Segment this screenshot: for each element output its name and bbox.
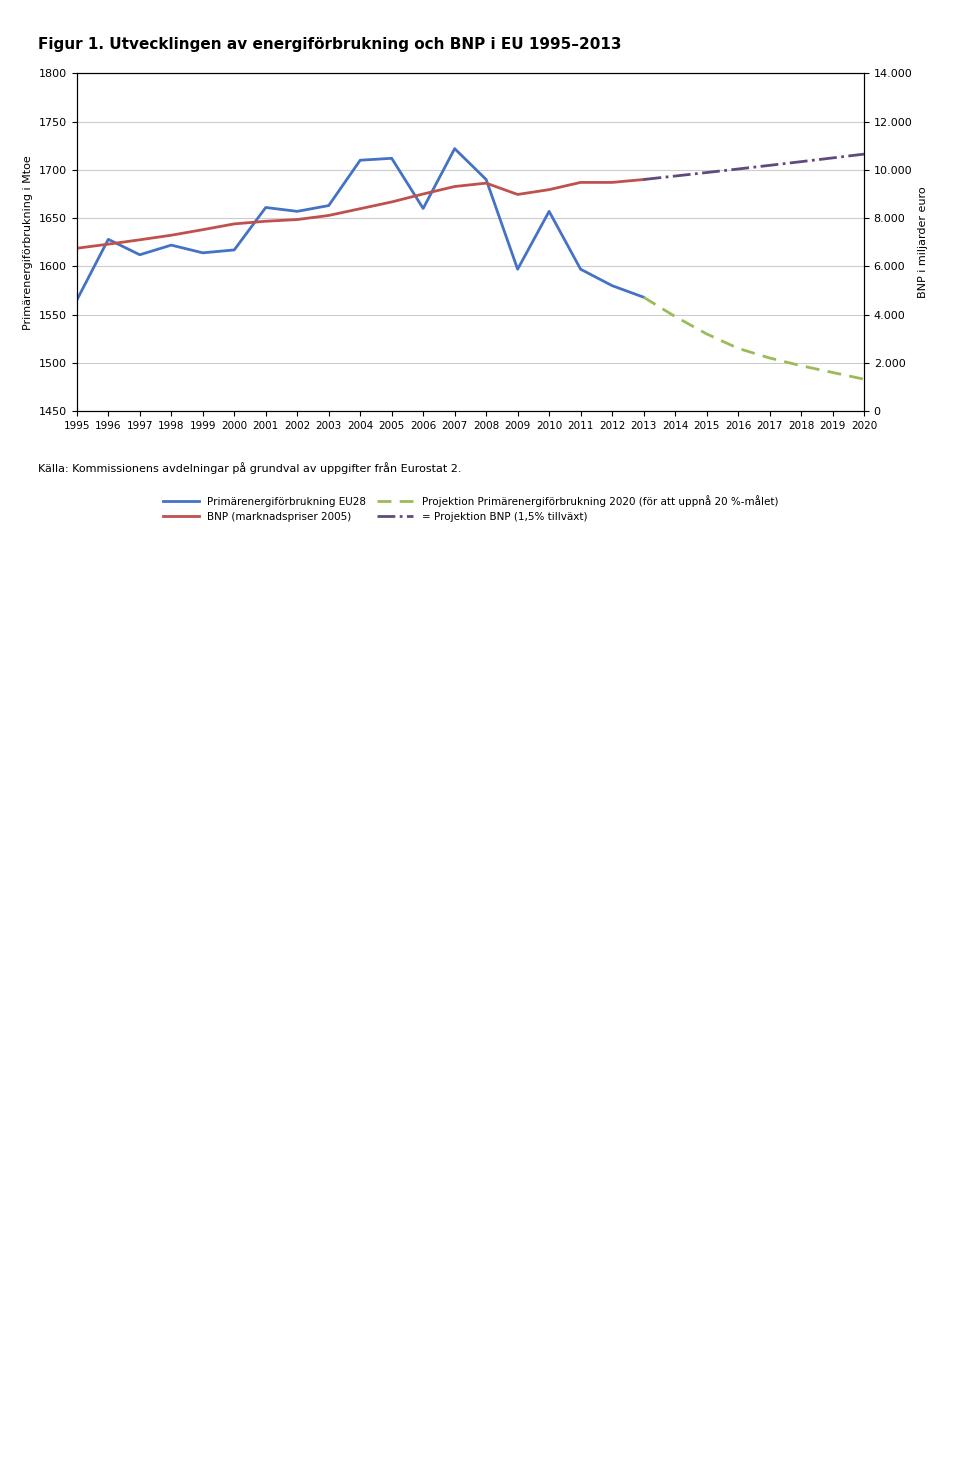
Projektion Primärenergiförbrukning 2020 (för att uppnå 20 %-målet) — [701, 324, 712, 342]
Line: Projektion Primärenergiförbrukning 2020 (för att uppnå 20 %-målet): Projektion Primärenergiförbrukning 2020 … — [643, 297, 864, 379]
Projektion Primärenergiförbrukning 2020 (för att uppnå 20 %-målet) — [669, 308, 681, 326]
BNP (marknadspriser 2005) — [449, 178, 461, 195]
Legend: Primärenergiförbrukning EU28, BNP (marknadspriser 2005), Projektion Primärenergi: Primärenergiförbrukning EU28, BNP (markn… — [158, 490, 782, 526]
BNP (marknadspriser 2005) — [637, 170, 649, 188]
BNP (marknadspriser 2005) — [418, 185, 429, 203]
= Projektion BNP (1,5% tillväxt) — [827, 150, 838, 167]
Primärenergiförbrukning EU28 — [575, 260, 587, 277]
Primärenergiförbrukning EU28 — [354, 151, 366, 169]
BNP (marknadspriser 2005) — [543, 181, 555, 198]
BNP (marknadspriser 2005) — [575, 173, 587, 191]
Line: = Projektion BNP (1,5% tillväxt): = Projektion BNP (1,5% tillväxt) — [643, 154, 864, 179]
Y-axis label: BNP i miljarder euro: BNP i miljarder euro — [918, 186, 928, 298]
Primärenergiförbrukning EU28 — [134, 247, 146, 264]
= Projektion BNP (1,5% tillväxt) — [858, 145, 870, 163]
Primärenergiförbrukning EU28 — [637, 288, 649, 305]
Primärenergiförbrukning EU28 — [260, 198, 272, 216]
Primärenergiförbrukning EU28 — [480, 170, 492, 188]
BNP (marknadspriser 2005) — [260, 213, 272, 230]
Y-axis label: Primärenergiförbrukning i Mtoe: Primärenergiförbrukning i Mtoe — [23, 154, 34, 330]
Projektion Primärenergiförbrukning 2020 (för att uppnå 20 %-målet) — [795, 357, 806, 374]
Primärenergiförbrukning EU28 — [386, 150, 397, 167]
Projektion Primärenergiförbrukning 2020 (för att uppnå 20 %-målet) — [637, 288, 649, 305]
Line: BNP (marknadspriser 2005): BNP (marknadspriser 2005) — [77, 179, 643, 248]
Text: Källa: Kommissionens avdelningar på grundval av uppgifter från Eurostat 2.: Källa: Kommissionens avdelningar på grun… — [38, 462, 462, 474]
Primärenergiförbrukning EU28 — [197, 244, 208, 261]
Projektion Primärenergiförbrukning 2020 (för att uppnå 20 %-målet) — [827, 364, 838, 382]
BNP (marknadspriser 2005) — [134, 230, 146, 248]
Primärenergiförbrukning EU28 — [449, 139, 461, 157]
BNP (marknadspriser 2005) — [607, 173, 618, 191]
BNP (marknadspriser 2005) — [386, 194, 397, 211]
= Projektion BNP (1,5% tillväxt) — [637, 170, 649, 188]
Primärenergiförbrukning EU28 — [323, 197, 334, 214]
BNP (marknadspriser 2005) — [228, 216, 240, 233]
BNP (marknadspriser 2005) — [354, 200, 366, 217]
Primärenergiförbrukning EU28 — [71, 291, 83, 308]
= Projektion BNP (1,5% tillväxt) — [669, 167, 681, 185]
BNP (marknadspriser 2005) — [197, 220, 208, 238]
Primärenergiförbrukning EU28 — [228, 241, 240, 258]
Primärenergiförbrukning EU28 — [292, 203, 303, 220]
Primärenergiförbrukning EU28 — [512, 260, 523, 277]
BNP (marknadspriser 2005) — [292, 211, 303, 229]
Primärenergiförbrukning EU28 — [103, 230, 114, 248]
Text: Figur 1. Utvecklingen av energiförbrukning och BNP i EU 1995–2013: Figur 1. Utvecklingen av energiförbrukni… — [38, 37, 622, 51]
BNP (marknadspriser 2005) — [323, 207, 334, 225]
= Projektion BNP (1,5% tillväxt) — [701, 164, 712, 182]
BNP (marknadspriser 2005) — [512, 185, 523, 203]
Primärenergiförbrukning EU28 — [607, 277, 618, 295]
BNP (marknadspriser 2005) — [165, 226, 177, 244]
Projektion Primärenergiförbrukning 2020 (för att uppnå 20 %-målet) — [732, 339, 744, 357]
BNP (marknadspriser 2005) — [71, 239, 83, 257]
Line: Primärenergiförbrukning EU28: Primärenergiförbrukning EU28 — [77, 148, 643, 299]
BNP (marknadspriser 2005) — [480, 175, 492, 192]
= Projektion BNP (1,5% tillväxt) — [795, 153, 806, 170]
Projektion Primärenergiförbrukning 2020 (för att uppnå 20 %-målet) — [858, 370, 870, 388]
= Projektion BNP (1,5% tillväxt) — [732, 160, 744, 178]
= Projektion BNP (1,5% tillväxt) — [764, 157, 776, 175]
Primärenergiförbrukning EU28 — [543, 203, 555, 220]
BNP (marknadspriser 2005) — [103, 235, 114, 252]
Primärenergiförbrukning EU28 — [165, 236, 177, 254]
Primärenergiförbrukning EU28 — [418, 200, 429, 217]
Projektion Primärenergiförbrukning 2020 (för att uppnå 20 %-målet) — [764, 349, 776, 367]
